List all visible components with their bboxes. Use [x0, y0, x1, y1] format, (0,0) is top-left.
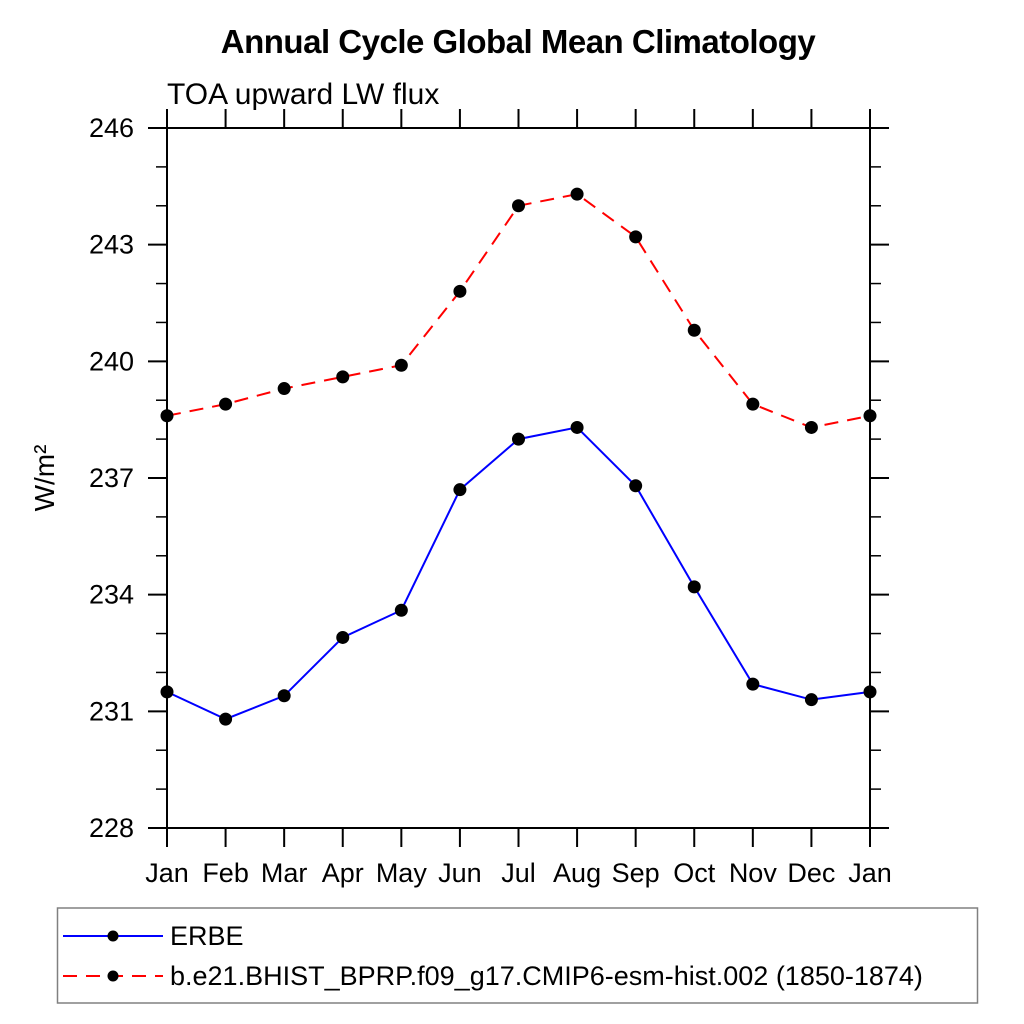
legend-box: [56, 907, 979, 1004]
x-tick-label: Feb: [202, 858, 249, 888]
x-tick-label: Sep: [612, 858, 660, 888]
series-line-0: [166, 426, 871, 721]
x-tick-label: Jan: [145, 858, 189, 888]
chart-title: Annual Cycle Global Mean Climatology: [221, 23, 817, 60]
legend-marker-model: [107, 970, 119, 982]
y-tick-label: 237: [89, 463, 134, 493]
data-point-s0-jan12: [863, 685, 877, 699]
series-line-1: [166, 193, 871, 429]
x-tick-label: Aug: [553, 858, 601, 888]
data-point-s0-jan0: [160, 685, 174, 699]
data-point-s0-mar2: [277, 689, 291, 703]
y-tick-label: 234: [89, 580, 134, 610]
data-point-s1-mar2: [277, 382, 291, 396]
y-tick-label: 246: [89, 113, 134, 143]
legend-label-erbe: ERBE: [170, 921, 244, 951]
data-point-s1-jan12: [863, 409, 877, 423]
y-tick-label: 243: [89, 230, 134, 260]
data-point-s1-may4: [394, 358, 408, 372]
plot-area: Jan Feb Mar Apr May Jun Jul Aug Sep Oct Nov Dec Jan 2…: [89, 109, 892, 888]
data-point-s1-nov10: [746, 397, 760, 411]
x-tick-label: Jan: [848, 858, 892, 888]
legend-marker-erbe: [107, 930, 119, 942]
y-tick-label: 240: [89, 346, 134, 376]
x-tick-label: Mar: [261, 858, 308, 888]
y-axis-label: W/m²: [29, 445, 60, 512]
data-point-s1-jan0: [160, 409, 174, 423]
x-tick-label: Apr: [322, 858, 364, 888]
data-point-s1-aug7: [570, 187, 584, 201]
data-point-s1-apr3: [336, 370, 350, 384]
y-tick-label: 231: [89, 696, 134, 726]
data-point-s0-oct9: [687, 580, 701, 594]
data-point-s1-sep8: [629, 230, 643, 244]
data-point-s0-apr3: [336, 630, 350, 644]
x-tick-label: Dec: [787, 858, 835, 888]
data-point-s0-feb1: [219, 712, 233, 726]
x-tick-label: Nov: [729, 858, 778, 888]
data-point-s0-nov10: [746, 677, 760, 691]
data-point-s0-sep8: [629, 479, 643, 493]
legend: ERBE b.e21.BHIST_BPRP.f09_g17.CMIP6-esm-…: [56, 907, 979, 1004]
x-tick-label: May: [376, 858, 428, 888]
data-point-s1-jun5: [453, 284, 467, 298]
x-tick-label: Jul: [501, 858, 536, 888]
data-point-s1-dec11: [804, 420, 818, 434]
data-point-s0-jul6: [512, 432, 525, 446]
legend-label-model: b.e21.BHIST_BPRP.f09_g17.CMIP6-esm-hist.…: [170, 961, 923, 991]
y-tick-label: 228: [89, 813, 134, 843]
chart-subtitle: TOA upward LW flux: [167, 78, 439, 111]
data-point-s1-oct9: [687, 323, 701, 337]
data-point-s0-jun5: [453, 483, 467, 497]
data-point-s0-may4: [394, 603, 408, 617]
data-point-s0-aug7: [570, 420, 584, 434]
data-point-s1-jul6: [512, 199, 525, 213]
x-tick-label: Oct: [673, 858, 716, 888]
x-tick-label: Jun: [438, 858, 482, 888]
data-point-s1-feb1: [219, 397, 233, 411]
data-point-s0-dec11: [804, 693, 818, 707]
